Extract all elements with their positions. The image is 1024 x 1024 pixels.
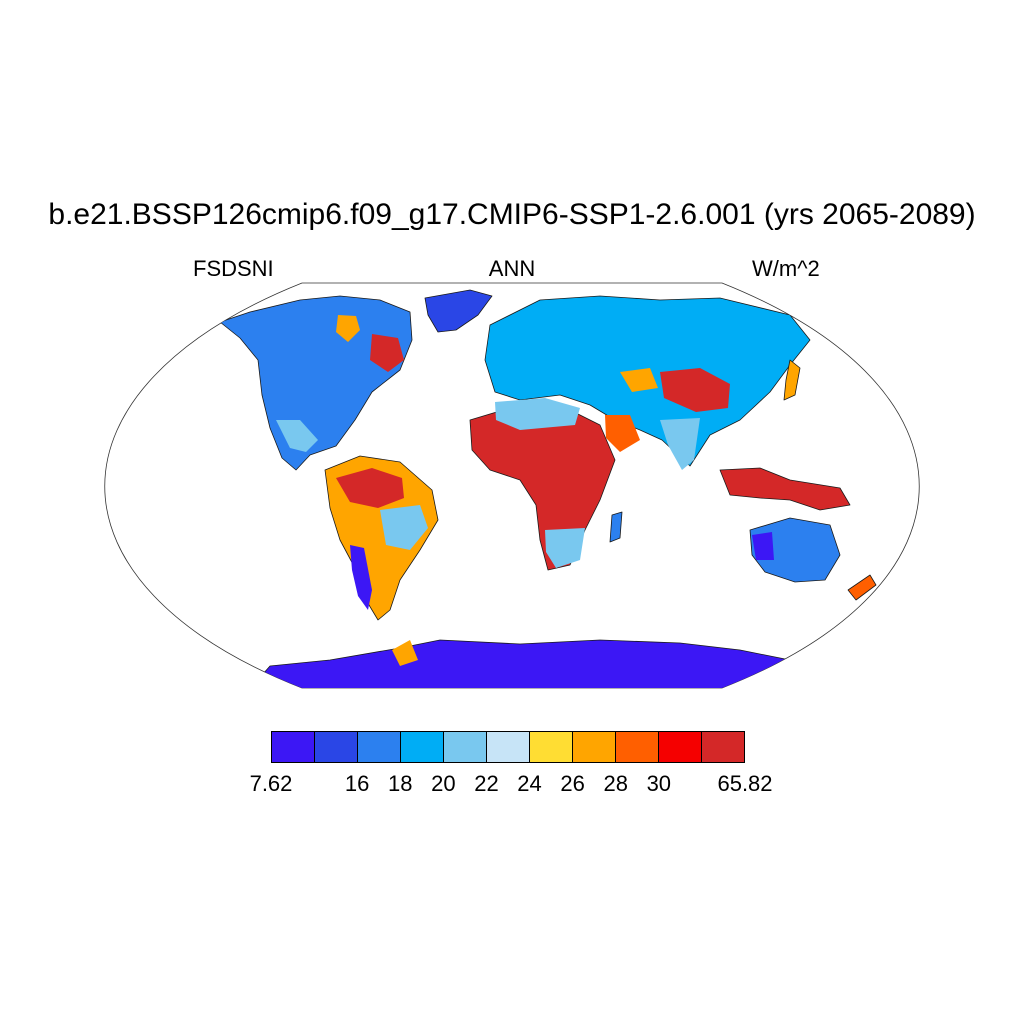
units-label: W/m^2 — [752, 256, 820, 281]
madagascar — [609, 511, 623, 543]
colorbar-label: 16 — [344, 771, 370, 796]
greenland — [424, 289, 493, 333]
central-asia-warm — [620, 368, 658, 392]
colorbar-box-8 — [616, 732, 659, 762]
colorbar-box-2 — [358, 732, 401, 762]
japan — [783, 359, 801, 401]
colorbar-box-10 — [702, 732, 744, 762]
colorbar-box-9 — [659, 732, 702, 762]
colorbar-label: 24 — [517, 771, 542, 796]
antarctica — [239, 639, 801, 688]
colorbar — [271, 731, 745, 763]
brazil-light — [380, 505, 428, 550]
colorbar-box-4 — [444, 732, 487, 762]
new-zealand — [847, 574, 877, 601]
india-light — [660, 418, 700, 470]
australia-west-cold — [752, 532, 774, 560]
colorbar-box-0 — [272, 732, 315, 762]
colorbar-label: 26 — [560, 771, 585, 796]
north-africa-light — [495, 398, 580, 430]
hudson-region-hot — [370, 334, 404, 372]
colorbar-label: 18 — [388, 771, 413, 796]
mexico-light — [276, 420, 318, 452]
colorbar-label: 30 — [646, 771, 672, 796]
variable-label: FSDSNI — [193, 256, 274, 281]
colorbar-box-3 — [401, 732, 444, 762]
australia — [749, 517, 841, 583]
tibet-hot — [660, 368, 730, 412]
southern-africa-light — [545, 528, 585, 568]
map-title: b.e21.BSSP126cmip6.f09_g17.CMIP6-SSP1-2.… — [48, 198, 976, 231]
colorbar-label: 28 — [603, 771, 628, 796]
andes-cold — [350, 545, 372, 610]
colorbar-label: 7.62 — [249, 771, 293, 796]
north-america — [219, 295, 413, 471]
colorbar-box-1 — [315, 732, 358, 762]
north-america-warm — [336, 315, 360, 342]
colorbar-box-6 — [530, 732, 573, 762]
colorbar-box-7 — [573, 732, 616, 762]
amazon-hot — [336, 468, 404, 508]
indonesia — [719, 467, 851, 511]
colorbar-labels: 7.62 16 18 20 22 24 26 28 30 65.82 — [250, 771, 773, 799]
colorbar-box-5 — [487, 732, 530, 762]
antarctic-peninsula-warm — [392, 640, 418, 666]
colorbar-label: 65.82 — [717, 771, 773, 796]
colorbar-label: 20 — [431, 771, 456, 796]
colorbar-label: 22 — [474, 771, 499, 796]
arabia-warm — [605, 415, 640, 452]
season-label: ANN — [488, 256, 536, 281]
